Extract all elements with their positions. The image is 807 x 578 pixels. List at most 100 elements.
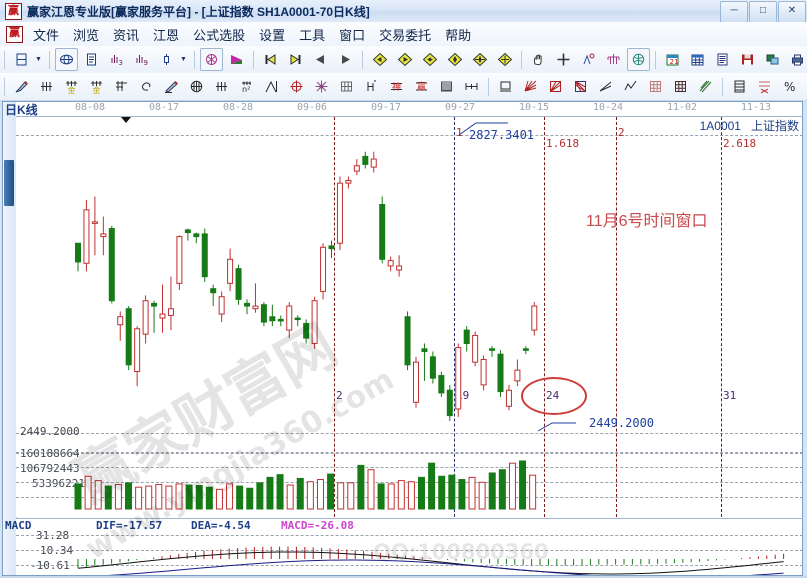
symbol-code: 1A0001 [699, 119, 741, 133]
candle-dropdown-caret-icon[interactable]: ▼ [180, 56, 187, 63]
rect-tool-icon[interactable] [494, 75, 517, 98]
menu-item-formula-screener[interactable]: 公式选股 [193, 27, 246, 43]
pen-draw-icon[interactable] [10, 75, 33, 98]
menu-item-news[interactable]: 资讯 [113, 27, 140, 43]
brain-icon[interactable] [627, 48, 650, 71]
gold-ratio1-icon[interactable]: 金 [60, 75, 83, 98]
target-circle-icon[interactable] [285, 75, 308, 98]
zoom-out-icon[interactable] [443, 48, 466, 71]
close-button[interactable]: ✕ [778, 1, 806, 23]
report-icon[interactable] [80, 48, 103, 71]
web-fan-icon[interactable] [569, 75, 592, 98]
h-quote-icon[interactable]: " [360, 75, 383, 98]
ruler-icon[interactable] [728, 75, 751, 98]
minimize-button[interactable]: ─ [720, 1, 748, 23]
nsquare-icon[interactable]: n² [235, 75, 258, 98]
symbol-label: 1A0001 上证指数 [700, 117, 799, 134]
circle-grid-icon[interactable] [185, 75, 208, 98]
grid-lines-icon[interactable] [210, 75, 233, 98]
trend-lines-icon[interactable] [594, 75, 617, 98]
gann-vline-2 [454, 117, 455, 517]
span-arrow-icon[interactable] [460, 75, 483, 98]
menu-bar: 赢 文件 浏览 资讯 江恩 公式选股 设置 工具 窗口 交易委托 帮助 [0, 22, 807, 47]
step-forward-icon[interactable] [334, 48, 357, 71]
zoom-horizontal-icon[interactable] [418, 48, 441, 71]
percent-icon[interactable]: % [778, 75, 801, 98]
gann-fan-icon[interactable] [200, 48, 223, 71]
gann-grid-icon[interactable] [35, 75, 58, 98]
spiral-icon[interactable] [135, 75, 158, 98]
menu-item-tools[interactable]: 工具 [299, 27, 326, 43]
zigzag-icon[interactable] [619, 75, 642, 98]
hand-pan-icon[interactable] [527, 48, 550, 71]
svg-text:21: 21 [670, 58, 679, 66]
calendar-icon[interactable]: 21 [661, 48, 684, 71]
bars-3-icon[interactable]: 3 [105, 48, 128, 71]
fit-screen-icon[interactable] [493, 48, 516, 71]
gold-ratio2-icon[interactable]: 金 [85, 75, 108, 98]
toolbar-drawing-tools: 金 金 n² " 神 赢 [0, 73, 807, 101]
percent-lines-icon[interactable] [110, 75, 133, 98]
menu-item-trade[interactable]: 交易委托 [379, 27, 432, 43]
candlestick-series [75, 151, 538, 421]
svg-text:n²: n² [242, 85, 250, 94]
last-page-icon[interactable] [284, 48, 307, 71]
kline-plot[interactable]: 1 1.618 2 2.618 2 19 24 31 11月6号时间窗口 28 [16, 117, 802, 517]
star-burst-icon[interactable] [310, 75, 333, 98]
vertical-scroll-rail[interactable] [3, 102, 17, 575]
menu-item-help[interactable]: 帮助 [445, 27, 472, 43]
percent-lines-2-icon[interactable]: % [803, 75, 807, 98]
shift-left-icon[interactable] [368, 48, 391, 71]
fan-red-icon[interactable] [519, 75, 542, 98]
notes-icon[interactable] [711, 48, 734, 71]
layout-icon[interactable] [10, 48, 33, 71]
grid-pink-icon[interactable] [644, 75, 667, 98]
date-tick: 10-15 [518, 102, 550, 113]
tree-icon[interactable] [602, 48, 625, 71]
toolbar-separator [253, 50, 254, 69]
macd-pane-title: MACD [5, 519, 32, 532]
box-fan-icon[interactable] [544, 75, 567, 98]
step-back-icon[interactable] [309, 48, 332, 71]
delete-draw-icon[interactable] [753, 75, 776, 98]
svg-text:神: 神 [392, 81, 401, 93]
colorchart-icon[interactable] [225, 48, 248, 71]
print-icon[interactable] [786, 48, 807, 71]
table-icon[interactable] [686, 48, 709, 71]
shen-icon[interactable]: 神 [385, 75, 408, 98]
macd-plot[interactable]: 31.28 10.34 -10.61 [16, 529, 802, 575]
menu-item-file[interactable]: 文件 [33, 27, 60, 43]
menu-item-gann[interactable]: 江恩 [153, 27, 180, 43]
crosshair-icon[interactable] [552, 48, 575, 71]
grid-dark-icon[interactable] [669, 75, 692, 98]
shift-right-icon[interactable] [393, 48, 416, 71]
globe-chart-icon[interactable] [55, 48, 78, 71]
toolbar-separator [49, 50, 50, 69]
toolbar-separator [362, 50, 363, 69]
bars-9-icon[interactable]: 9 [130, 48, 153, 71]
first-page-icon[interactable] [259, 48, 282, 71]
maximize-button[interactable]: □ [749, 1, 777, 23]
menu-item-browse[interactable]: 浏览 [73, 27, 100, 43]
scroll-thumb[interactable] [4, 160, 14, 206]
ladder-icon[interactable] [435, 75, 458, 98]
save-icon[interactable] [736, 48, 759, 71]
angle-fan-icon[interactable] [260, 75, 283, 98]
volume-grid-line [16, 467, 802, 468]
box-grid-icon[interactable] [335, 75, 358, 98]
pointer-annotate-icon[interactable] [577, 48, 600, 71]
fib-label-1618: 1.618 [546, 137, 580, 150]
ying-icon[interactable]: 赢 [410, 75, 433, 98]
menu-item-window[interactable]: 窗口 [339, 27, 366, 43]
layout-dropdown-caret-icon[interactable]: ▼ [35, 56, 42, 63]
export-icon[interactable] [761, 48, 784, 71]
status-bar [0, 576, 807, 578]
date-tick: 11-13 [740, 102, 772, 113]
candle-icon[interactable] [155, 48, 178, 71]
zoom-in-icon[interactable] [468, 48, 491, 71]
highlight-ellipse [521, 377, 587, 415]
parallel-lines-icon[interactable] [694, 75, 717, 98]
volume-series [74, 460, 537, 510]
pen-angle-icon[interactable] [160, 75, 183, 98]
menu-item-settings[interactable]: 设置 [259, 27, 286, 43]
